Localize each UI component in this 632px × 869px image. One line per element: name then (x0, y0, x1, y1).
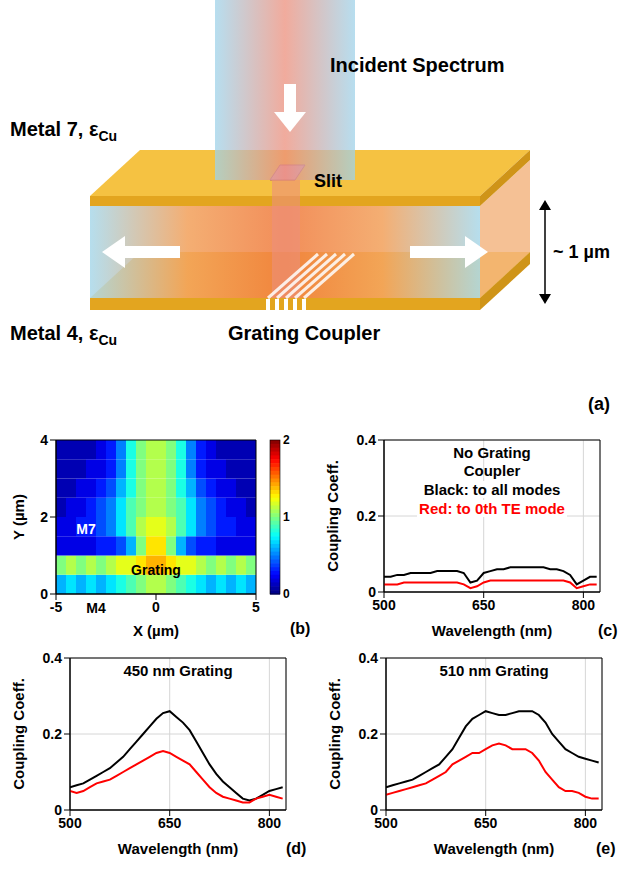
html-text:(c): (c) (598, 622, 618, 639)
html-text:Black: to all modes: Black: to all modes (423, 481, 561, 498)
svg-text:650: 650 (474, 815, 498, 831)
html-text:M7: M7 (76, 520, 96, 537)
html-text:Wavelength (nm): Wavelength (nm) (117, 839, 239, 857)
svg-text:0: 0 (368, 584, 376, 600)
svg-text:0.4: 0.4 (43, 650, 63, 666)
svg-text:800: 800 (258, 815, 282, 831)
svg-text:650: 650 (472, 597, 496, 613)
svg-text:-5: -5 (50, 599, 63, 615)
svg-text:Incident Spectrum: Incident Spectrum (330, 54, 504, 76)
html-text:450 nm Grating: 450 nm Grating (123, 662, 233, 679)
svg-text:Slit: Slit (314, 171, 342, 191)
svg-text:500: 500 (58, 814, 82, 831)
html-text:Wavelength (nm): Wavelength (nm) (433, 839, 555, 857)
html-text:Coupling Coeff.: Coupling Coeff. (323, 460, 341, 572)
svg-text:800: 800 (572, 597, 596, 613)
svg-text:0.4: 0.4 (359, 650, 379, 666)
svg-text:4: 4 (40, 432, 48, 448)
svg-text:5: 5 (252, 599, 260, 615)
svg-text:0: 0 (152, 599, 160, 615)
html-text:No Grating Coupler: No Grating Coupler (453, 444, 531, 479)
html-text:Grating: Grating (131, 562, 181, 579)
svg-text:Grating Coupler: Grating Coupler (228, 322, 380, 344)
html-text:Coupling Coeff.: Coupling Coeff. (9, 678, 27, 790)
html-text:510 nm Grating: 510 nm Grating (439, 662, 549, 679)
svg-text:0.2: 0.2 (357, 508, 377, 524)
svg-text:0: 0 (370, 802, 378, 818)
html-text:Red: to 0th TE mode: Red: to 0th TE mode (419, 500, 565, 517)
html-text:(d): (d) (286, 840, 307, 857)
svg-text:1: 1 (283, 510, 290, 524)
svg-text:500: 500 (372, 596, 396, 613)
svg-text:650: 650 (158, 815, 182, 831)
svg-text:500: 500 (374, 814, 398, 831)
html-text:(e): (e) (596, 840, 616, 857)
svg-text:2: 2 (283, 433, 290, 447)
svg-text:Metal 4, εCu: Metal 4, εCu (10, 322, 117, 348)
svg-text:0.2: 0.2 (43, 726, 63, 742)
svg-text:0.2: 0.2 (359, 726, 379, 742)
html-text:Coupling Coeff.: Coupling Coeff. (325, 678, 343, 790)
svg-text:0.4: 0.4 (357, 432, 377, 448)
html-text:Wavelength (nm): Wavelength (nm) (431, 621, 553, 639)
html-text:X (µm): X (µm) (132, 621, 180, 639)
svg-text:Metal 7, εCu: Metal 7, εCu (10, 118, 117, 144)
svg-text:0: 0 (54, 802, 62, 818)
svg-text:~ 1 µm: ~ 1 µm (553, 242, 610, 262)
html-text:(b): (b) (290, 620, 311, 637)
svg-text:(a): (a) (588, 394, 610, 414)
svg-text:800: 800 (574, 815, 598, 831)
html-text:Y (µm): Y (µm) (9, 494, 27, 540)
svg-text:0: 0 (40, 586, 48, 602)
svg-text:0: 0 (283, 587, 290, 601)
html-text:M4: M4 (86, 600, 106, 616)
svg-text:2: 2 (40, 509, 48, 525)
